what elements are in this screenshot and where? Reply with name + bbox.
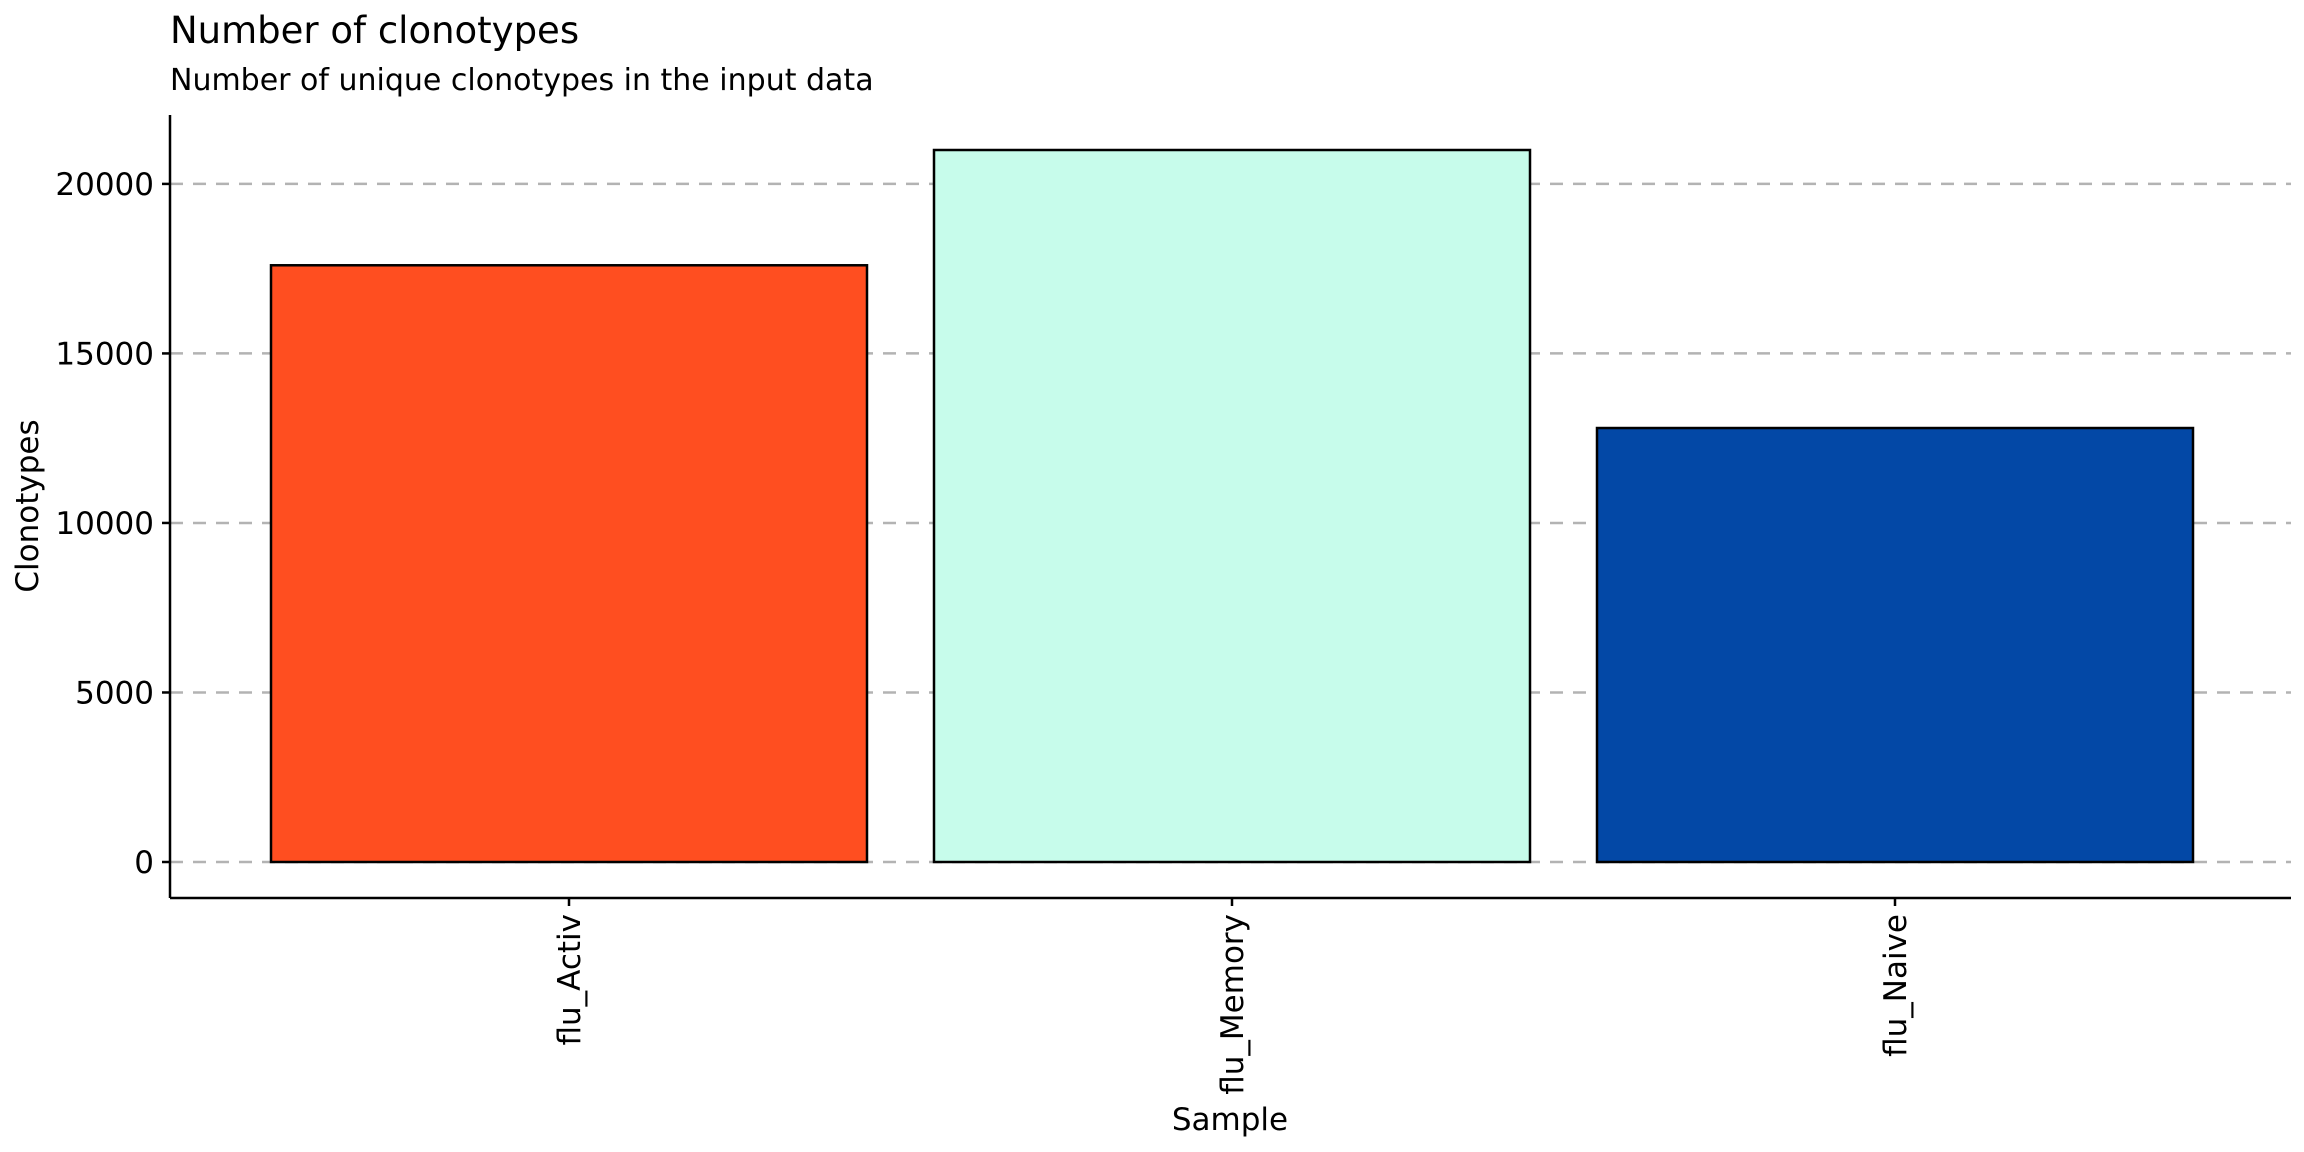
x-tick-label-flu_Memory: flu_Memory [1215,914,1251,1095]
chart-title: Number of clonotypes [170,9,579,52]
y-tick-label-20000: 20000 [55,167,154,203]
y-tick-label-5000: 5000 [75,675,154,711]
bar-flu_Naive [1595,426,2195,864]
x-ticks: flu_Activ flu_Memory flu_Naive [552,898,1914,1095]
bar-flu_Memory [932,148,1532,864]
y-tick-label-15000: 15000 [55,336,154,372]
y-axis-title: Clonotypes [10,419,46,592]
y-tick-label-10000: 10000 [55,506,154,542]
x-tick-label-flu_Activ: flu_Activ [552,914,588,1046]
y-tick-label-0: 0 [134,845,154,881]
axes [168,115,2291,900]
bars [269,148,2195,864]
bar-flu_Activ [269,264,869,864]
x-tick-label-flu_Naive: flu_Naive [1878,914,1914,1057]
chart-subtitle: Number of unique clonotypes in the input… [170,63,874,98]
x-axis-title: Sample [1172,1102,1288,1138]
y-ticks: 0 5000 10000 15000 20000 [55,167,170,881]
